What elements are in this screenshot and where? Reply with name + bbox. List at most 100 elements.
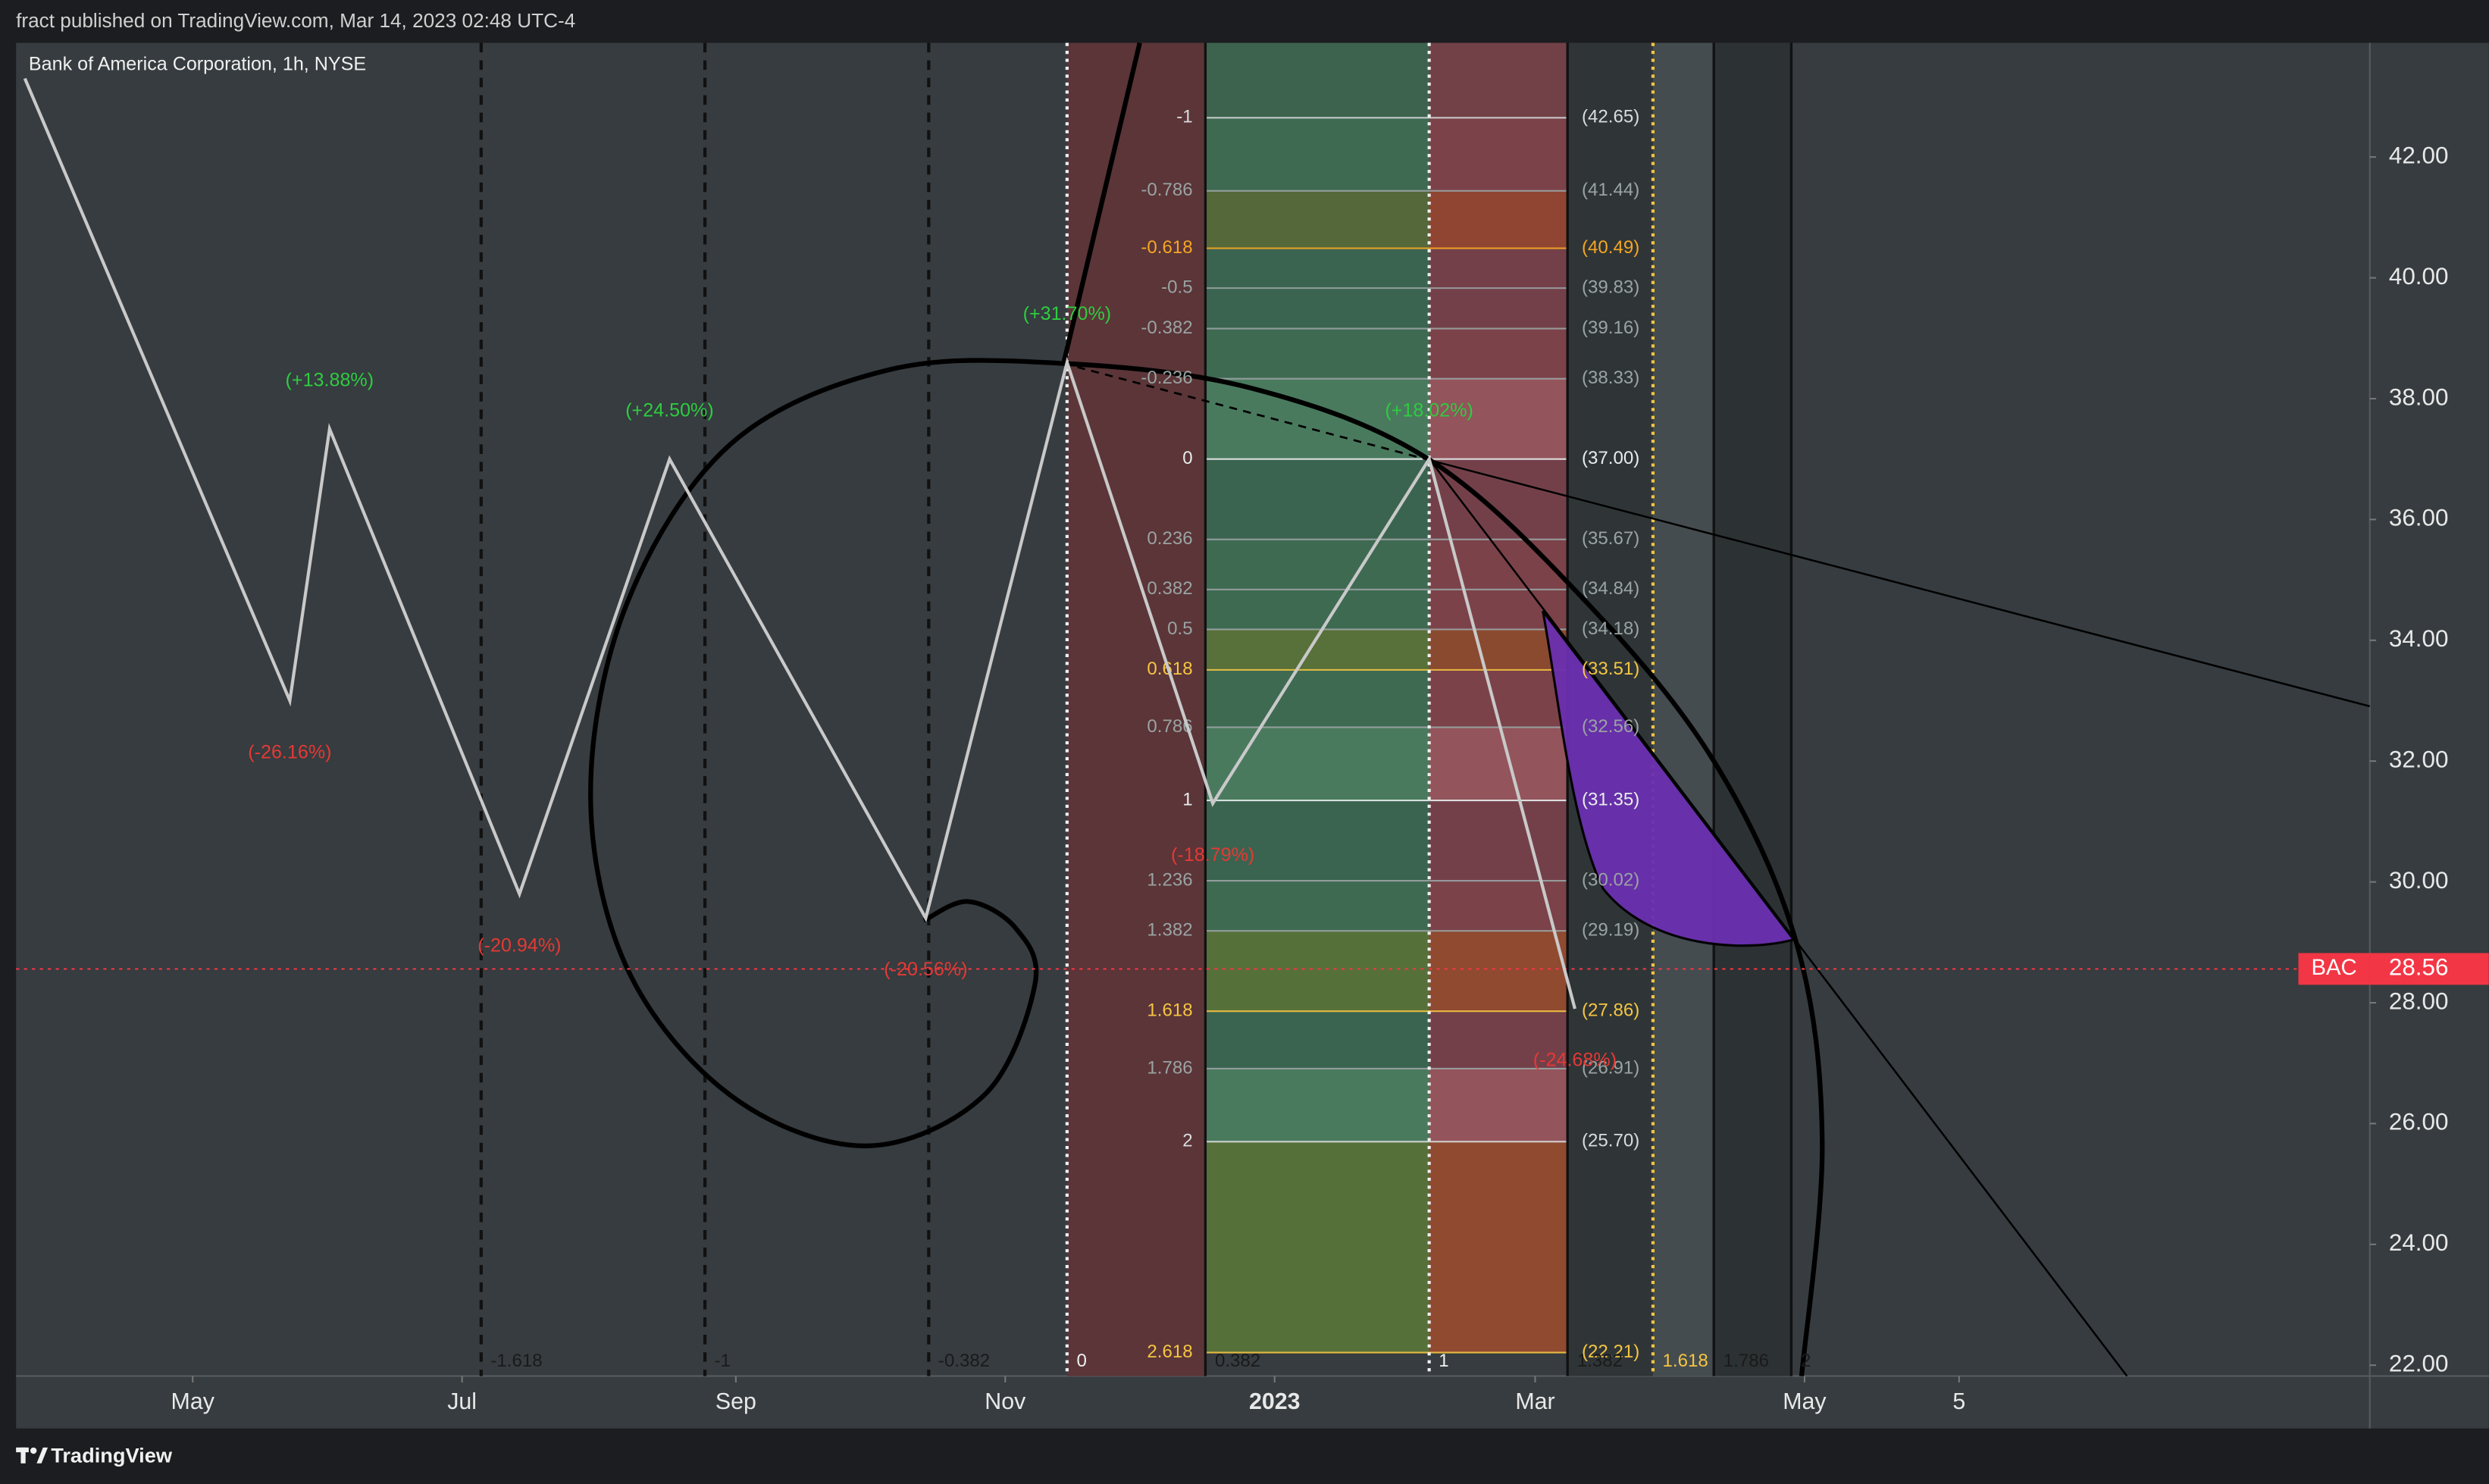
fib-price-label: (38.33) (1582, 368, 1639, 388)
swing-label: (-26.16%) (248, 741, 331, 762)
time-zone (1714, 42, 1792, 1376)
y-tick-label: 30.00 (2389, 867, 2449, 894)
fib-price-label: (32.56) (1582, 716, 1639, 737)
fib-zone (1205, 328, 1429, 379)
time-fib-label: 1.786 (1724, 1351, 1769, 1371)
fib-zone (1429, 288, 1568, 329)
fib-level-label: -0.618 (1141, 237, 1192, 258)
fib-level-label: 0.5 (1167, 618, 1192, 639)
fib-zone (1205, 589, 1429, 630)
swing-label: (+31.70%) (1023, 303, 1112, 324)
fib-price-label: (29.19) (1582, 920, 1639, 941)
drawings (479, 42, 2371, 1377)
fib-zone (1429, 1068, 1568, 1142)
fib-price-label: (39.16) (1582, 318, 1639, 338)
fib-zone (1429, 117, 1568, 191)
fib-level-label: -0.5 (1161, 277, 1193, 297)
fib-level-label: -0.382 (1141, 318, 1192, 338)
fib-level-label: 0.382 (1147, 578, 1192, 599)
fib-zone (1429, 190, 1568, 249)
fib-level-label: 2.618 (1147, 1342, 1192, 1362)
fib-zone (1205, 727, 1429, 801)
y-tick-label: 24.00 (2389, 1229, 2449, 1256)
trend-line (1063, 362, 1431, 462)
fib-zone (1429, 459, 1568, 540)
fib-level-label: -1 (1176, 107, 1192, 127)
fib-spiral (588, 358, 1825, 1376)
header: fract published on TradingView.com, Mar … (16, 9, 575, 32)
fib-zone (1429, 931, 1568, 1012)
y-tick-label: 34.00 (2389, 625, 2449, 652)
fib-zone (1205, 288, 1429, 329)
fib-zone (1205, 459, 1429, 540)
fib-level-label: 1 (1182, 789, 1192, 809)
time-fib-label: 0 (1076, 1351, 1086, 1371)
fib-zone (1205, 931, 1429, 1012)
swing-label: (-24.68%) (1533, 1050, 1617, 1071)
zigzag-line (23, 77, 1576, 1010)
fib-price-label: (34.18) (1582, 618, 1639, 639)
fib-level-label: 0 (1182, 448, 1192, 468)
fib-zone (1429, 727, 1568, 801)
fib-level-label: 1.382 (1147, 920, 1192, 941)
fib-zones (1205, 42, 1568, 1354)
fib-level-label: 1.786 (1147, 1057, 1192, 1078)
fib-zone (1205, 1011, 1429, 1069)
purple-shape (1542, 610, 1796, 947)
fib-price-label: (42.65) (1582, 107, 1639, 127)
price-tag-value: 28.56 (2389, 954, 2449, 981)
fib-level-label: 0.236 (1147, 528, 1192, 549)
fib-zone (1205, 42, 1429, 118)
fib-zone (1429, 1011, 1568, 1069)
x-tick-label: Nov (985, 1389, 1026, 1414)
fib-zone (1205, 190, 1429, 249)
x-tick-label: May (1783, 1389, 1827, 1414)
fib-level-label: 2 (1182, 1131, 1192, 1151)
logo-part (36, 1447, 49, 1464)
x-tick-label: Mar (1515, 1389, 1554, 1414)
price-tag-name: BAC (2311, 955, 2356, 980)
fib-zone (1429, 629, 1568, 670)
time-fib-label: -1.618 (490, 1351, 542, 1371)
price-axis (2369, 42, 2489, 1429)
fib-price-label: (34.84) (1582, 578, 1639, 599)
fib-price-label: (41.44) (1582, 180, 1639, 200)
fib-zone (1205, 669, 1429, 728)
fib-price-label: (27.86) (1582, 1000, 1639, 1021)
fib-price-label: (40.49) (1582, 237, 1639, 258)
chart-title: Bank of America Corporation, 1h, NYSE (29, 53, 366, 74)
fib-zone (1429, 42, 1568, 118)
fib-zone (1205, 1068, 1429, 1142)
time-zone (1652, 42, 1714, 1376)
fib-zone (1429, 539, 1568, 590)
fib-zone (1205, 539, 1429, 590)
logo-part (30, 1447, 37, 1454)
fib-level-label: -0.786 (1141, 180, 1192, 200)
fib-price-label: (33.51) (1582, 659, 1639, 679)
fib-zone (1205, 248, 1429, 289)
fib-price-label: (35.67) (1582, 528, 1639, 549)
x-tick-label: 2023 (1249, 1389, 1301, 1414)
foreground-layer: -1 (42.65) -0.786 (41.44) -0.618 (40.49) -0.5 (… (16, 77, 2489, 1414)
fib-zone (1205, 117, 1429, 191)
swing-label: (+13.88%) (286, 370, 374, 391)
swing-label: (+18.02%) (1385, 400, 1473, 421)
fib-zone (1205, 881, 1429, 931)
fib-zone (1205, 800, 1429, 881)
y-tick-label: 40.00 (2389, 263, 2449, 290)
swing-label: (-20.94%) (477, 935, 561, 956)
time-axis (16, 1376, 2370, 1429)
time-fib-label: 1.382 (1577, 1351, 1623, 1371)
y-tick-label: 28.00 (2389, 988, 2449, 1014)
swing-label: (+24.50%) (625, 400, 714, 421)
fib-price-label: (37.00) (1582, 448, 1639, 468)
fib-level-label: 1.618 (1147, 1000, 1192, 1021)
fib-price-label: (30.02) (1582, 869, 1639, 890)
fib-price-label: (26.91) (1582, 1057, 1639, 1078)
y-tick-label: 36.00 (2389, 505, 2449, 531)
brand: TradingView (51, 1444, 173, 1467)
trend-line (1429, 459, 2128, 1377)
brand-logo (16, 1447, 49, 1464)
